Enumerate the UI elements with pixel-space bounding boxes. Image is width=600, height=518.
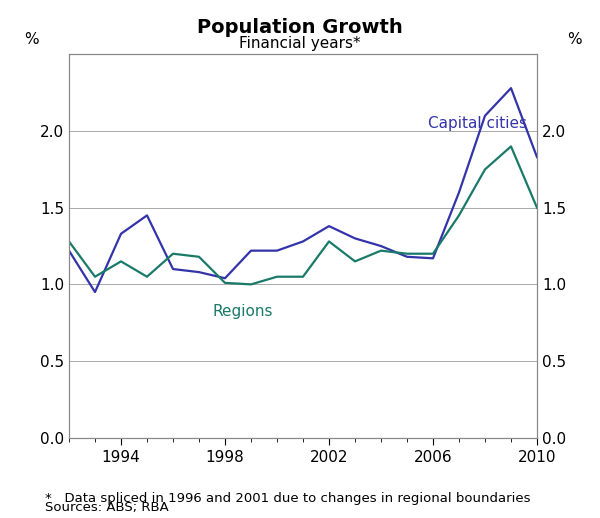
Text: Regions: Regions [212, 305, 272, 320]
Text: Sources: ABS; RBA: Sources: ABS; RBA [45, 501, 169, 514]
Text: Capital cities: Capital cities [428, 116, 527, 131]
Text: Financial years*: Financial years* [239, 36, 361, 51]
Text: %: % [567, 32, 582, 47]
Text: Population Growth: Population Growth [197, 18, 403, 37]
Text: *   Data spliced in 1996 and 2001 due to changes in regional boundaries: * Data spliced in 1996 and 2001 due to c… [45, 492, 530, 505]
Text: %: % [24, 32, 39, 47]
